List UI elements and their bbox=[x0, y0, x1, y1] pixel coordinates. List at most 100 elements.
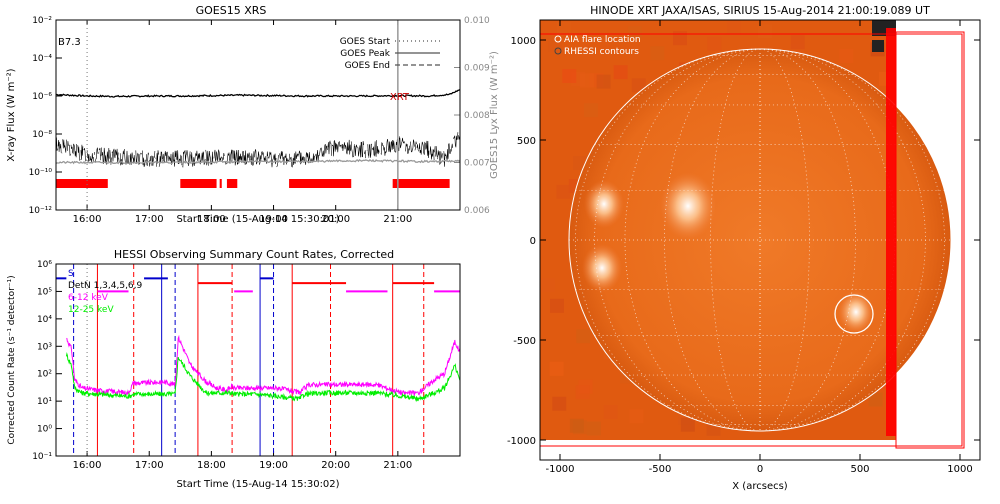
goes-long-channel-line bbox=[56, 89, 461, 98]
xrt-fov-box bbox=[895, 31, 965, 449]
xrt-image-tile bbox=[629, 409, 644, 424]
goes-x-tick-label: 17:00 bbox=[135, 214, 164, 225]
rhessi-observing-bar bbox=[226, 179, 238, 188]
xrt-x-axis-label: X (arcsecs) bbox=[732, 481, 788, 492]
xrt-image-tile bbox=[673, 31, 687, 46]
hessi-legend-label: S bbox=[68, 269, 74, 279]
goes-y-tick-label: 10⁻⁶ bbox=[32, 92, 52, 102]
xrt-x-tick-label: 1000 bbox=[947, 464, 972, 475]
hessi-x-axis-label: Start Time (15-Aug-14 15:30:02) bbox=[176, 479, 339, 490]
xrt-legend-label: AIA flare location bbox=[564, 35, 641, 45]
longitude-grid-line bbox=[759, 48, 926, 432]
goes-panel-title: GOES15 XRS bbox=[196, 4, 267, 17]
xrt-image-tile bbox=[586, 421, 601, 436]
hessi-y-tick-label: 10³ bbox=[37, 342, 52, 352]
xrt-image-tile bbox=[552, 396, 567, 411]
xrt-image-tile bbox=[556, 184, 571, 199]
xrt-panel-title: HINODE XRT JAXA/ISAS, SIRIUS 15-Aug-2014… bbox=[590, 4, 930, 17]
goes-legend-label: GOES Start bbox=[340, 37, 391, 47]
goes-y-tick-label: 10⁻² bbox=[32, 16, 52, 26]
goes-x-tick-label: 18:00 bbox=[197, 214, 226, 225]
xrt-image-tile bbox=[650, 46, 665, 61]
longitude-grid-line bbox=[759, 48, 896, 432]
hessi-x-tick-label: 18:00 bbox=[197, 460, 226, 471]
xrt-y-tick-label: -1000 bbox=[507, 436, 536, 447]
xrt-x-tick-label: -500 bbox=[649, 464, 672, 475]
xrt-x-tick-label: 0 bbox=[757, 464, 763, 475]
hessi-y-tick-label: 10⁻¹ bbox=[32, 452, 52, 462]
xrt-x-tick-label: -1000 bbox=[545, 464, 574, 475]
rhessi-observing-bar bbox=[392, 179, 450, 188]
xrt-image-tile bbox=[757, 24, 772, 39]
hessi-x-tick-label: 20:00 bbox=[321, 460, 350, 471]
rhessi-observing-bar bbox=[180, 179, 217, 188]
xrt-plot-frame bbox=[539, 19, 981, 461]
xrt-image-tile bbox=[549, 361, 564, 376]
xrt-image-tile bbox=[569, 418, 584, 433]
goes-y-axis-label: X-ray Flux (W m⁻²) bbox=[6, 68, 17, 161]
active-region-brightening bbox=[660, 172, 716, 240]
goes-plot-frame bbox=[55, 19, 461, 211]
longitude-grid-line bbox=[594, 48, 761, 432]
goes-x-tick-label: 20:00 bbox=[321, 214, 350, 225]
xrt-image-tile bbox=[579, 73, 594, 88]
xrt-image-tile bbox=[613, 65, 628, 80]
hessi-y-tick-label: 10⁴ bbox=[37, 315, 52, 325]
xrt-red-edge-band bbox=[886, 28, 896, 436]
xrt-image-tile bbox=[562, 69, 577, 83]
hessi-series-line-12-25kev bbox=[65, 352, 461, 403]
xrt-image-tile bbox=[575, 385, 590, 400]
goes-x-axis-label: Start Time (15-Aug-14 15:30:01) bbox=[176, 214, 339, 225]
hessi-x-tick-label: 17:00 bbox=[135, 460, 164, 471]
xrt-image-tile bbox=[603, 405, 618, 420]
active-region-brightening bbox=[584, 180, 624, 228]
hessi-y-tick-label: 10² bbox=[37, 370, 52, 380]
hessi-legend-label: DetN 1,3,4,5,6,9 bbox=[68, 281, 143, 291]
goes-x-tick-label: 21:00 bbox=[383, 214, 412, 225]
hessi-y-tick-label: 10⁶ bbox=[37, 260, 52, 270]
xrt-legend-label: RHESSI contours bbox=[564, 47, 639, 57]
longitude-grid-line bbox=[575, 48, 761, 432]
xrt-legend-marker bbox=[554, 47, 562, 55]
goes-lyx-line bbox=[55, 158, 461, 165]
goes-y2-tick-label: 0.009 bbox=[464, 64, 490, 74]
xrt-image-tile bbox=[680, 417, 695, 432]
goes-y2-tick-label: 0.008 bbox=[464, 111, 490, 121]
goes-legend-label: GOES End bbox=[345, 61, 390, 71]
xrt-image-tile bbox=[790, 35, 805, 50]
goes-legend-label: GOES Peak bbox=[340, 49, 390, 59]
xrt-image-tile bbox=[631, 78, 646, 93]
xrt-legend-marker bbox=[554, 35, 562, 43]
goes-xrs-panel: GOES15 XRS 16:00 17:00 18:00 19:00 20:00 21:0… bbox=[6, 4, 500, 225]
rhessi-observing-bar bbox=[289, 179, 352, 188]
xrt-image-tile bbox=[726, 20, 741, 35]
xrt-y-tick-label: 0 bbox=[530, 236, 536, 247]
xrt-marker-label: XRT bbox=[390, 92, 410, 103]
aia-flare-location-circle bbox=[834, 294, 874, 334]
hessi-y-axis-label: Corrected Count Rate (s⁻¹ detector⁻¹) bbox=[7, 275, 17, 444]
goes-class-label: B7.3 bbox=[58, 37, 81, 48]
xrt-image-tile bbox=[707, 36, 722, 51]
goes-y-tick-label: 10⁻⁸ bbox=[32, 130, 52, 140]
hinode-xrt-panel: HINODE XRT JAXA/ISAS, SIRIUS 15-Aug-2014… bbox=[507, 4, 981, 492]
hessi-legend-label: 12-25 keV bbox=[68, 305, 114, 315]
xrt-image-tile bbox=[627, 26, 642, 41]
goes-x-tick-label: 19:00 bbox=[259, 214, 288, 225]
xrt-y-tick-label: 1000 bbox=[511, 36, 536, 47]
solar-limb bbox=[568, 48, 952, 432]
goes-y2-axis-label: GOES15 Lyx Flux (W m⁻²) bbox=[489, 51, 500, 179]
hessi-x-tick-label: 16:00 bbox=[73, 460, 102, 471]
goes-x-tick-label: 16:00 bbox=[73, 214, 102, 225]
hessi-y-tick-label: 10⁵ bbox=[37, 287, 52, 297]
hessi-y-tick-label: 10⁰ bbox=[37, 425, 52, 435]
hessi-x-tick-label: 21:00 bbox=[383, 460, 412, 471]
goes-y-tick-label: 10⁻⁴ bbox=[32, 54, 52, 64]
xrt-y-tick-label: 500 bbox=[517, 136, 536, 147]
xrt-y-tick-label: -500 bbox=[513, 336, 536, 347]
active-region-brightening bbox=[582, 244, 622, 292]
rhessi-observing-bar bbox=[56, 179, 108, 188]
xrt-image-tile bbox=[541, 278, 556, 293]
hessi-plot-frame bbox=[55, 263, 461, 457]
